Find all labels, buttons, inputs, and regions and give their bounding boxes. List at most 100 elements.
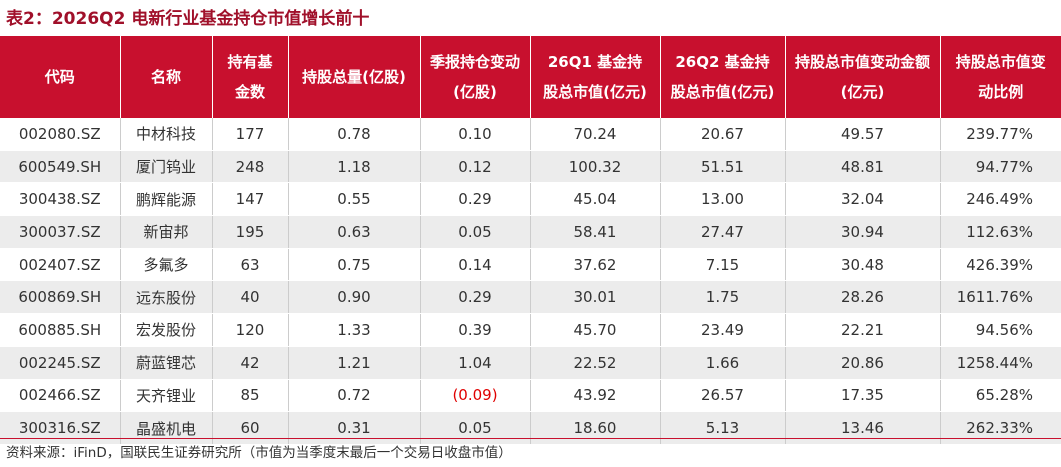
table-cell: 0.72 — [288, 379, 421, 413]
table-cell: 0.12 — [420, 150, 531, 184]
table-cell: 1258.44% — [940, 346, 1061, 380]
table-cell: 晶盛机电 — [120, 411, 213, 445]
table-row: 600869.SH 远东股份 40 0.90 0.29 30.01 1.75 28.26 161… — [0, 280, 1061, 315]
table-cell: 23.49 — [660, 313, 786, 347]
table-cell: 94.77% — [940, 150, 1061, 184]
table-cell: 45.04 — [530, 182, 661, 217]
header-cell: 名称 — [120, 36, 213, 118]
table-row: 300316.SZ 晶盛机电 60 0.31 0.05 18.60 5.13 13.46 262… — [0, 411, 1061, 445]
table-cell: 51.51 — [660, 150, 786, 184]
table-cell: 147 — [212, 182, 289, 217]
header-cell: 季报持仓变动(亿股) — [420, 36, 531, 118]
header-text: 名称 — [150, 68, 181, 86]
data-table: 代码 名称 持有基金数 持股总量(亿股) 季报持仓变动(亿股) 26Q1 基金持股总市值(… — [0, 36, 1061, 445]
table-cell: 20.86 — [785, 346, 941, 380]
table-cell: 002466.SZ — [0, 379, 121, 413]
table-cell: 1.18 — [288, 150, 421, 184]
table-cell: 22.21 — [785, 313, 941, 347]
header-cell: 持股总量(亿股) — [288, 36, 421, 118]
table-cell: 26.57 — [660, 379, 786, 413]
table-row: 300438.SZ 鹏辉能源 147 0.55 0.29 45.04 13.00 32.04 2… — [0, 182, 1061, 217]
table-cell: 30.01 — [530, 280, 661, 315]
footnote: 资料来源：iFinD，国联民生证券研究所（市值为当季度末最后一个交易日收盘市值） — [6, 445, 512, 461]
table-cell: 1.75 — [660, 280, 786, 315]
table-row: 300037.SZ 新宙邦 195 0.63 0.05 58.41 27.47 30.94 11… — [0, 215, 1061, 249]
table-row: 002466.SZ 天齐锂业 85 0.72 (0.09) 43.92 26.57 17.35… — [0, 379, 1061, 413]
table-cell: 0.90 — [288, 280, 421, 315]
table-cell: 94.56% — [940, 313, 1061, 347]
header-text: 持股总市值变动金额(亿元) — [794, 53, 930, 101]
table-cell: 鹏辉能源 — [120, 182, 213, 217]
table-cell: 0.05 — [420, 411, 531, 445]
table-cell: 239.77% — [940, 118, 1061, 151]
table-cell: 天齐锂业 — [120, 379, 213, 413]
table-cell: 1611.76% — [940, 280, 1061, 315]
table-cell: 300316.SZ — [0, 411, 121, 445]
table-body: 002080.SZ 中材科技 177 0.78 0.10 70.24 20.67 49.57 2… — [0, 118, 1061, 445]
table-cell: 厦门钨业 — [120, 150, 213, 184]
table-cell: 48.81 — [785, 150, 941, 184]
table-cell: 70.24 — [530, 118, 661, 151]
table-cell: 新宙邦 — [120, 215, 213, 249]
table-cell: 300037.SZ — [0, 215, 121, 249]
table-row: 002080.SZ 中材科技 177 0.78 0.10 70.24 20.67 49.57 2… — [0, 118, 1061, 151]
table-cell: 600549.SH — [0, 150, 121, 184]
table-cell: 13.00 — [660, 182, 786, 217]
table-cell: 中材科技 — [120, 118, 213, 151]
table-cell: 0.39 — [420, 313, 531, 347]
table-cell: 27.47 — [660, 215, 786, 249]
table-title: 表2：2026Q2 电新行业基金持仓市值增长前十 — [6, 9, 370, 29]
table-cell: 0.75 — [288, 248, 421, 282]
table-cell: 002080.SZ — [0, 118, 121, 151]
table-cell: 37.62 — [530, 248, 661, 282]
table-cell: 宏发股份 — [120, 313, 213, 347]
table-row: 600885.SH 宏发股份 120 1.33 0.39 45.70 23.49 22.21 9… — [0, 313, 1061, 347]
table-cell: 0.05 — [420, 215, 531, 249]
header-cell: 26Q2 基金持股总市值(亿元) — [660, 36, 786, 118]
table-cell: 22.52 — [530, 346, 661, 380]
table-cell: 远东股份 — [120, 280, 213, 315]
table-cell: 1.04 — [420, 346, 531, 380]
header-text: 26Q1 基金持股总市值(亿元) — [543, 53, 647, 101]
header-cell: 代码 — [0, 36, 121, 118]
table-cell: 28.26 — [785, 280, 941, 315]
table-cell: 65.28% — [940, 379, 1061, 413]
header-text: 持股总市值变动比例 — [955, 53, 1046, 101]
table-cell: 0.14 — [420, 248, 531, 282]
table-cell: 600885.SH — [0, 313, 121, 347]
table-cell: 002245.SZ — [0, 346, 121, 380]
table-cell: 32.04 — [785, 182, 941, 217]
header-cell: 持股总市值变动金额(亿元) — [785, 36, 941, 118]
header-text: 季报持仓变动(亿股) — [429, 53, 520, 101]
header-text: 持股总量(亿股) — [302, 68, 406, 86]
table-cell: 0.10 — [420, 118, 531, 151]
table-cell: 100.32 — [530, 150, 661, 184]
header-text: 代码 — [44, 68, 75, 86]
table-cell: 262.33% — [940, 411, 1061, 445]
table-cell: 426.39% — [940, 248, 1061, 282]
table-cell: 85 — [212, 379, 289, 413]
table-cell: 0.31 — [288, 411, 421, 445]
table-cell: 17.35 — [785, 379, 941, 413]
table-cell: 43.92 — [530, 379, 661, 413]
table-cell: 1.21 — [288, 346, 421, 380]
table-cell: 42 — [212, 346, 289, 380]
header-row: 代码 名称 持有基金数 持股总量(亿股) 季报持仓变动(亿股) 26Q1 基金持股总市值(… — [0, 36, 1061, 118]
table-cell: 002407.SZ — [0, 248, 121, 282]
table-cell: 30.48 — [785, 248, 941, 282]
header-text: 26Q2 基金持股总市值(亿元) — [670, 53, 775, 101]
header-cell: 持有基金数 — [212, 36, 289, 118]
table-cell: 0.78 — [288, 118, 421, 151]
table-cell: 0.29 — [420, 182, 531, 217]
table-cell: 13.46 — [785, 411, 941, 445]
table-cell: 30.94 — [785, 215, 941, 249]
table-cell: 0.63 — [288, 215, 421, 249]
table-cell: 7.15 — [660, 248, 786, 282]
table-cell: 120 — [212, 313, 289, 347]
table-cell: 蔚蓝锂芯 — [120, 346, 213, 380]
table-cell: 600869.SH — [0, 280, 121, 315]
table-cell: 246.49% — [940, 182, 1061, 217]
table-cell: 20.67 — [660, 118, 786, 151]
table-cell: 195 — [212, 215, 289, 249]
table-cell: 0.55 — [288, 182, 421, 217]
